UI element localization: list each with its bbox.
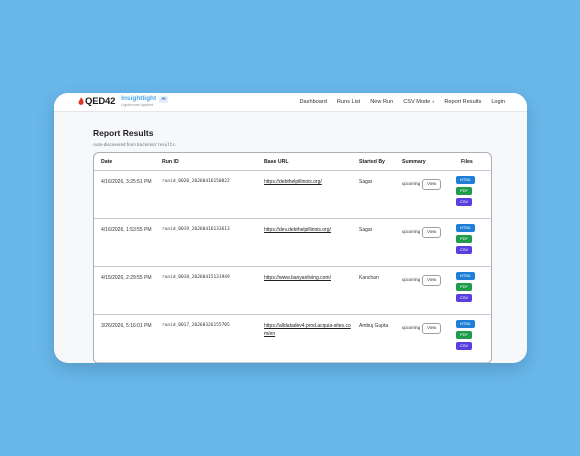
- header-date: Date: [101, 158, 113, 165]
- row-base-url-link[interactable]: https://alldatadev4.prod.acquia-sites.co…: [264, 323, 351, 337]
- nav-runs-list[interactable]: Runs List: [336, 99, 361, 105]
- nav-login[interactable]: Login: [491, 99, 505, 105]
- row-base-url-link[interactable]: https://www.banyanliving.com/: [264, 275, 331, 281]
- row-started-by: Sagar: [359, 227, 373, 233]
- html-report-button[interactable]: HTML: [456, 272, 475, 280]
- row-started-by: Sagar: [359, 179, 373, 185]
- app-window: QED42 Insightlight AI Lighthouse Applied…: [54, 93, 527, 363]
- app-name: Insightlight: [121, 95, 157, 103]
- pdf-report-button[interactable]: PDF: [456, 331, 472, 339]
- csv-report-button[interactable]: CSV: [456, 198, 473, 206]
- row-date: 4/16/2026, 3:25:51 PM: [101, 179, 152, 185]
- pdf-report-button[interactable]: PDF: [456, 235, 472, 243]
- view-summary-button[interactable]: View: [422, 275, 442, 286]
- row-status: upcoming: [402, 325, 421, 330]
- subtitle-path: backend/results: [137, 142, 175, 147]
- summary-cell: upcoming View: [402, 227, 454, 238]
- row-status: upcoming: [402, 277, 421, 282]
- nav-dashboard[interactable]: Dashboard: [299, 99, 327, 105]
- flame-logo-icon: [78, 97, 84, 106]
- row-status: upcoming: [402, 181, 421, 186]
- table-row: 4/16/2026, 1:53:55 PM runid_0019_2026041…: [94, 219, 491, 267]
- files-cell: HTML PDF CSV: [454, 219, 491, 266]
- files-cell: HTML PDF CSV: [454, 171, 491, 218]
- pdf-report-button[interactable]: PDF: [456, 187, 472, 195]
- table-row: 4/15/2026, 2:29:55 PM runid_0018_2026041…: [94, 267, 491, 315]
- files-cell: HTML PDF CSV: [454, 315, 491, 362]
- subtitle-prefix: Auto-discovered from: [93, 142, 138, 147]
- row-status: upcoming: [402, 229, 421, 234]
- header-summary: Summary: [402, 158, 426, 165]
- pdf-report-button[interactable]: PDF: [456, 283, 472, 291]
- main-content: Report Results Auto-discovered from back…: [54, 128, 527, 363]
- nav-links: Dashboard Runs List New Run CSV Mode ▾ Re…: [300, 99, 505, 105]
- brand[interactable]: QED42 Insightlight AI Lighthouse Applied: [78, 96, 168, 107]
- row-run-id: runid_0017_20260326155705: [162, 323, 230, 328]
- ai-badge: AI: [159, 96, 168, 103]
- html-report-button[interactable]: HTML: [456, 176, 475, 184]
- row-base-url-link[interactable]: https://dev.debthelpillinois.org/: [264, 227, 331, 233]
- brand-meta: Insightlight AI Lighthouse Applied: [121, 96, 168, 107]
- header-files: Files: [461, 158, 473, 165]
- chevron-down-icon: ▾: [432, 99, 435, 104]
- view-summary-button[interactable]: View: [422, 323, 442, 334]
- header-started-by: Started By: [359, 158, 385, 165]
- html-report-button[interactable]: HTML: [456, 224, 475, 232]
- table-header: Date Run ID Base URL Started By Summary …: [94, 153, 491, 171]
- brand-name-row: Insightlight AI: [121, 96, 168, 103]
- view-summary-button[interactable]: View: [422, 227, 442, 238]
- top-navbar: QED42 Insightlight AI Lighthouse Applied…: [54, 93, 527, 112]
- row-date: 4/15/2026, 2:29:55 PM: [101, 275, 152, 281]
- summary-cell: upcoming View: [402, 323, 454, 334]
- row-date: 3/26/2026, 5:16:01 PM: [101, 323, 152, 329]
- subtitle-suffix: .: [174, 142, 177, 147]
- row-started-by: Ambuj Gupta: [359, 323, 389, 329]
- table-row: 3/26/2026, 5:16:01 PM runid_0017_2026032…: [94, 315, 491, 363]
- row-started-by: Kanchan: [359, 275, 379, 281]
- row-run-id: runid_0020_20260416150822: [162, 179, 230, 184]
- nav-report-results[interactable]: Report Results: [444, 99, 482, 105]
- row-run-id: runid_0018_20260415131949: [162, 275, 230, 280]
- table-row: 4/16/2026, 3:25:51 PM runid_0020_2026041…: [94, 171, 491, 219]
- app-tagline: Lighthouse Applied: [121, 102, 154, 107]
- csv-report-button[interactable]: CSV: [456, 342, 473, 350]
- row-run-id: runid_0019_20260416133613: [162, 227, 230, 232]
- page-title: Report Results: [93, 128, 154, 138]
- nav-new-run[interactable]: New Run: [370, 99, 394, 105]
- row-base-url-link[interactable]: https://debthelpillinois.org/: [264, 179, 322, 185]
- page-subtitle: Auto-discovered from backend/results.: [93, 142, 488, 147]
- summary-cell: upcoming View: [402, 275, 454, 286]
- results-table: Date Run ID Base URL Started By Summary …: [93, 152, 492, 363]
- files-cell: HTML PDF CSV: [454, 267, 491, 314]
- html-report-button[interactable]: HTML: [456, 320, 475, 328]
- view-summary-button[interactable]: View: [422, 179, 442, 190]
- csv-report-button[interactable]: CSV: [456, 246, 473, 254]
- nav-csv-mode-dropdown[interactable]: CSV Mode ▾: [403, 99, 434, 105]
- row-date: 4/16/2026, 1:53:55 PM: [101, 227, 152, 233]
- nav-csv-mode-label: CSV Mode: [403, 99, 431, 105]
- header-run-id: Run ID: [162, 158, 179, 165]
- csv-report-button[interactable]: CSV: [456, 294, 473, 302]
- header-base-url: Base URL: [264, 158, 289, 165]
- summary-cell: upcoming View: [402, 179, 454, 190]
- company-logo-text: QED42: [85, 96, 116, 108]
